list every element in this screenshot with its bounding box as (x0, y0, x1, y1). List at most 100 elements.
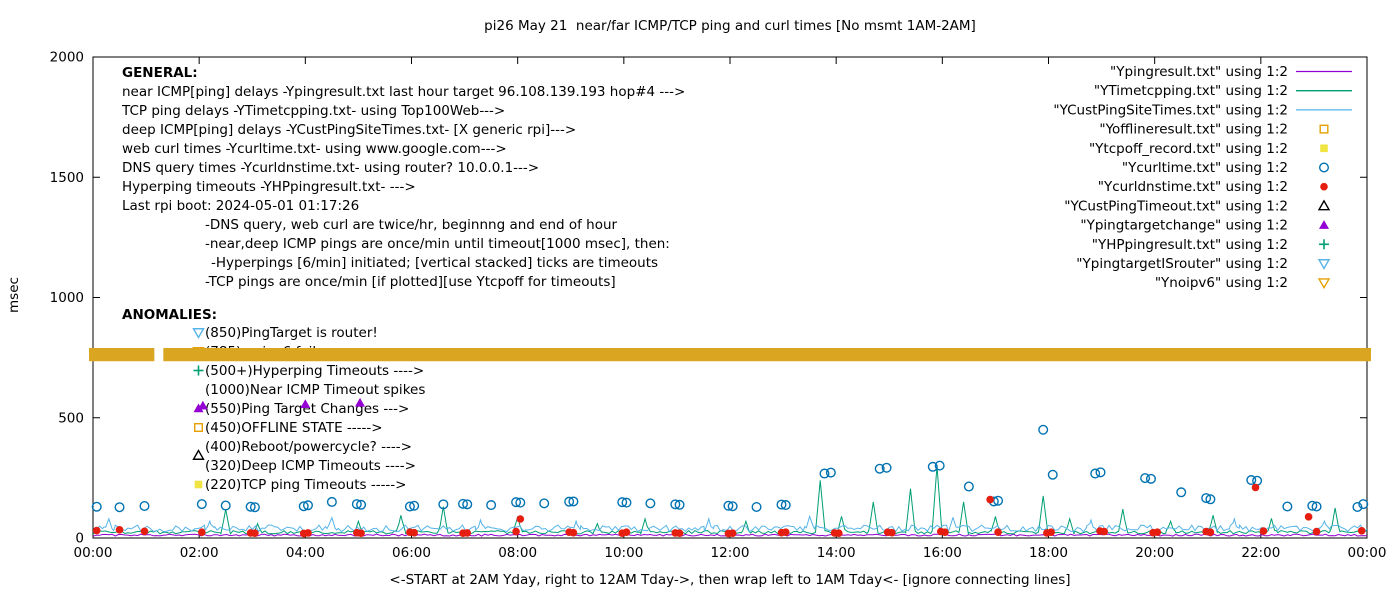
point-Ycurltime (351, 499, 362, 510)
legend-sample-marker (1319, 124, 1329, 134)
anomaly-key-marker (194, 480, 203, 489)
point-Ycurldnstime (115, 526, 124, 534)
band-Ynoipv6 (163, 348, 1372, 362)
point-Ycurltime (881, 462, 892, 473)
point-Ycurltime (356, 499, 367, 510)
legend-label: "Yofflineresult.txt" using 1:2 (1099, 122, 1288, 138)
point-Ycurldnstime (1251, 483, 1260, 492)
point-Ycurltime (645, 498, 656, 509)
point-Ycurldnstime (781, 528, 790, 537)
annotation-general-line: near ICMP[ping] delays -Ypingresult.txt … (122, 84, 685, 100)
point-Ycurldnstime (251, 529, 259, 537)
point-Ycurldnstime (1100, 527, 1109, 536)
x-axis-label: <-START at 2AM Yday, right to 12AM Tday-… (389, 572, 1071, 588)
point-Ycurltime (1246, 475, 1257, 486)
annotation-anomalies-header: ANOMALIES: (122, 307, 217, 323)
annotation-anomaly-line: (220)TCP ping Timeouts -----> (205, 477, 407, 493)
point-Ycurltime (621, 497, 632, 508)
point-Ycurldnstime (1312, 527, 1321, 536)
annotation-general-line: DNS query times -Ycurldnstime.txt- using… (122, 160, 539, 176)
point-Ycurltime (568, 496, 579, 507)
point-Ycurltime (723, 500, 734, 511)
point-Ycurltime (409, 500, 420, 511)
legend-label: "YpingtargetISrouter" using 1:2 (1076, 256, 1288, 272)
point-Ycurltime (220, 500, 231, 511)
annotation-general-line: -TCP pings are once/min [if plotted][use… (205, 274, 616, 290)
point-Ypingtargetchange (355, 397, 366, 407)
legend-sample-marker (1319, 220, 1329, 229)
point-Ycurltime (1205, 494, 1216, 505)
point-Ycurltime (1282, 501, 1293, 512)
point-Ycurltime (91, 501, 102, 512)
point-Ycurltime (539, 498, 550, 509)
point-Ycurltime (462, 499, 473, 510)
x-tick-label: 22:00 (1241, 545, 1280, 561)
point-Ycurltime (1307, 500, 1318, 511)
point-Ycurltime (1038, 424, 1049, 435)
y-tick-label: 500 (58, 410, 84, 426)
x-tick-label: 06:00 (392, 545, 431, 561)
legend-label: "Ycurltime.txt" using 1:2 (1122, 160, 1288, 176)
point-Ycurldnstime (835, 529, 843, 537)
point-Ycurldnstime (512, 527, 520, 536)
annotation-anomaly-line: (400)Reboot/powercycle? ----> (205, 439, 412, 455)
point-Ycurldnstime (1047, 528, 1055, 537)
point-Ycurltime (934, 460, 945, 471)
legend-label: "YTimetcpping.txt" using 1:2 (1094, 83, 1288, 99)
point-Ycurldnstime (140, 527, 149, 536)
point-Ycurltime (298, 501, 309, 512)
legend-label: "Ynoipv6" using 1:2 (1155, 275, 1288, 291)
point-Ycurltime (776, 499, 787, 510)
point-Ycurldnstime (304, 529, 312, 537)
annotation-general-line: -near,deep ICMP pings are once/min until… (205, 236, 670, 252)
x-tick-label: 02:00 (180, 545, 219, 561)
point-Ycurltime (1311, 501, 1322, 512)
point-Ycurldnstime (986, 495, 994, 504)
point-Ycurldnstime (888, 528, 896, 537)
point-Ycurltime (963, 481, 974, 492)
point-Ycurltime (1201, 493, 1212, 504)
point-Ycurltime (780, 500, 791, 511)
point-Ypingtargetchange (300, 399, 311, 409)
anomaly-key-marker (193, 423, 203, 433)
point-Ycurldnstime (516, 515, 525, 523)
point-Ycurltime (1145, 473, 1156, 484)
point-Ycurltime (438, 499, 449, 510)
y-tick-label: 2000 (50, 50, 84, 66)
point-Ycurltime (564, 496, 575, 507)
point-Ycurltime (1358, 499, 1369, 510)
legend-label: "YCustPingTimeout.txt" using 1:2 (1064, 198, 1288, 214)
point-Ycurldnstime (1304, 513, 1313, 521)
annotation-general-line: TCP ping delays -YTimetcpping.txt- using… (121, 103, 505, 119)
legend-label: "YCustPingSiteTimes.txt" using 1:2 (1053, 102, 1288, 118)
legend-sample-marker (1318, 162, 1329, 173)
point-Ycurldnstime (728, 529, 737, 537)
y-tick-label: 1500 (50, 170, 84, 186)
point-Ycurltime (1176, 487, 1187, 498)
annotation-anomaly-line: (500+)Hyperping Timeouts ----> (205, 363, 424, 379)
legend-label: "Ycurldnstime.txt" using 1:2 (1098, 179, 1288, 195)
x-tick-label: 16:00 (923, 545, 962, 561)
legend-label: "Ytcpoff_record.txt" using 1:2 (1089, 141, 1288, 157)
point-Ycurldnstime (994, 528, 1002, 537)
x-tick-label: 20:00 (1135, 545, 1174, 561)
x-tick-label: 10:00 (604, 545, 643, 561)
point-Ycurltime (486, 500, 497, 511)
legend-label: "YHPpingresult.txt" using 1:2 (1092, 237, 1288, 253)
legend-sample-marker (1317, 259, 1331, 270)
annotation-anomaly-line: (450)OFFLINE STATE -----> (205, 420, 383, 436)
legend-sample-marker (1320, 144, 1328, 153)
band-Ynoipv6 (89, 348, 155, 362)
point-Ycurltime (819, 468, 830, 479)
annotation-anomaly-line: (850)PingTarget is router! (205, 325, 378, 341)
legend-sample-marker (1317, 199, 1331, 211)
legend-label: "Ypingtargetchange" using 1:2 (1080, 218, 1288, 234)
point-Ycurltime (751, 501, 762, 512)
point-Ycurldnstime (92, 526, 101, 535)
point-Ycurltime (511, 497, 522, 508)
legend-label: "Ypingresult.txt" using 1:2 (1110, 64, 1288, 80)
point-Ycurldnstime (1153, 528, 1162, 537)
point-Ycurltime (245, 501, 256, 512)
y-tick-label: 1000 (50, 290, 84, 306)
